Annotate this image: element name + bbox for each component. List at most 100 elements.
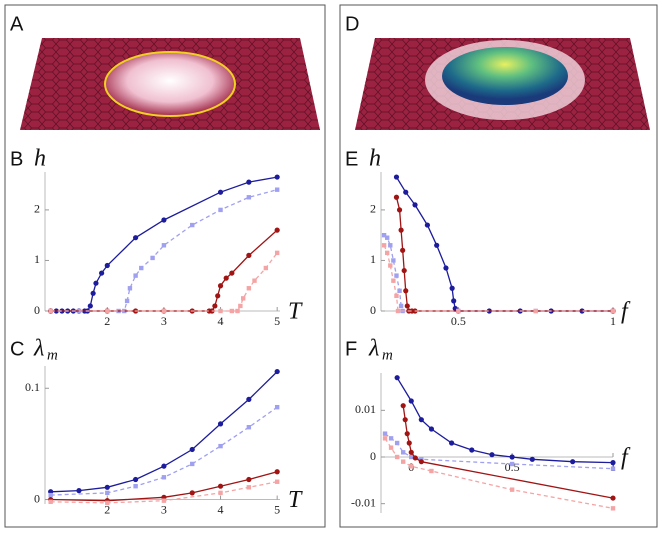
y-tick-label: 0	[370, 449, 376, 463]
point	[388, 263, 393, 268]
point	[274, 479, 280, 484]
x-tick-label: 2	[104, 502, 110, 516]
point	[382, 436, 388, 441]
point	[396, 207, 403, 213]
series-line	[383, 245, 613, 312]
point	[401, 267, 407, 274]
point	[240, 296, 246, 301]
point	[451, 298, 457, 304]
point	[48, 499, 53, 504]
right-frame	[339, 4, 658, 528]
point	[391, 278, 396, 283]
point	[133, 273, 138, 278]
point	[570, 459, 576, 465]
point	[223, 275, 229, 281]
point	[394, 293, 399, 299]
point	[393, 174, 400, 180]
y-axis-label-sub: m	[382, 347, 393, 363]
point	[418, 417, 424, 423]
point	[104, 484, 110, 490]
point	[212, 303, 218, 309]
point	[76, 488, 82, 494]
point	[139, 265, 144, 271]
point	[424, 222, 430, 228]
point	[449, 285, 455, 291]
point	[274, 227, 280, 233]
series-line	[50, 406, 278, 496]
point	[489, 452, 495, 458]
x-axis-label: f	[621, 445, 631, 471]
point	[610, 495, 616, 501]
point	[384, 250, 390, 256]
series-line	[395, 197, 613, 312]
point	[400, 450, 406, 455]
y-tick-label: -0.01	[351, 495, 376, 509]
point	[610, 506, 616, 511]
point	[235, 308, 240, 314]
point	[509, 454, 515, 460]
point	[87, 303, 93, 309]
point	[408, 398, 414, 404]
y-axis-label: h	[369, 146, 381, 172]
point	[409, 454, 414, 460]
point	[238, 303, 243, 309]
point	[246, 195, 252, 200]
point	[395, 308, 401, 314]
point	[218, 308, 223, 314]
point	[509, 461, 515, 467]
series-line	[383, 234, 613, 312]
point	[274, 174, 280, 180]
point	[274, 469, 280, 475]
point	[161, 308, 167, 314]
point	[403, 288, 409, 294]
point	[408, 449, 414, 455]
point	[412, 202, 418, 208]
lattice-d	[355, 38, 650, 130]
point	[105, 308, 110, 314]
point	[274, 187, 280, 192]
panel-label: E	[345, 148, 358, 170]
point	[398, 227, 404, 233]
point	[263, 265, 269, 271]
point	[381, 232, 387, 238]
point	[246, 286, 252, 291]
series-line	[50, 481, 278, 504]
series-line	[384, 433, 614, 470]
point	[127, 286, 133, 291]
point	[217, 421, 224, 427]
point	[246, 485, 252, 490]
point	[384, 235, 390, 240]
y-tick-label: 2	[370, 202, 376, 216]
point	[400, 403, 406, 409]
point	[150, 255, 155, 261]
point	[246, 179, 252, 185]
panel-label: C	[10, 338, 24, 360]
point	[610, 466, 616, 471]
point	[403, 189, 409, 195]
point	[93, 280, 99, 286]
y-tick-label: 0.01	[355, 402, 376, 416]
x-axis-label: f	[621, 299, 631, 325]
point	[533, 308, 538, 314]
y-tick-label: 0	[34, 491, 40, 505]
y-axis-label-sub: m	[47, 347, 58, 363]
point	[215, 293, 221, 299]
point	[246, 396, 252, 402]
x-tick-label: 4	[218, 314, 224, 328]
point	[469, 447, 475, 453]
point	[409, 464, 414, 469]
point	[217, 189, 224, 195]
point	[388, 243, 393, 248]
series-line	[402, 405, 614, 499]
point	[99, 270, 105, 276]
x-tick-label: 3	[161, 502, 167, 516]
point	[218, 443, 223, 449]
point	[388, 445, 394, 450]
y-tick-label: 0.1	[25, 380, 40, 394]
x-tick-label: 4	[218, 502, 224, 516]
point	[189, 446, 195, 453]
point	[509, 487, 515, 492]
point	[400, 459, 406, 464]
y-axis-label: λ	[33, 336, 44, 362]
